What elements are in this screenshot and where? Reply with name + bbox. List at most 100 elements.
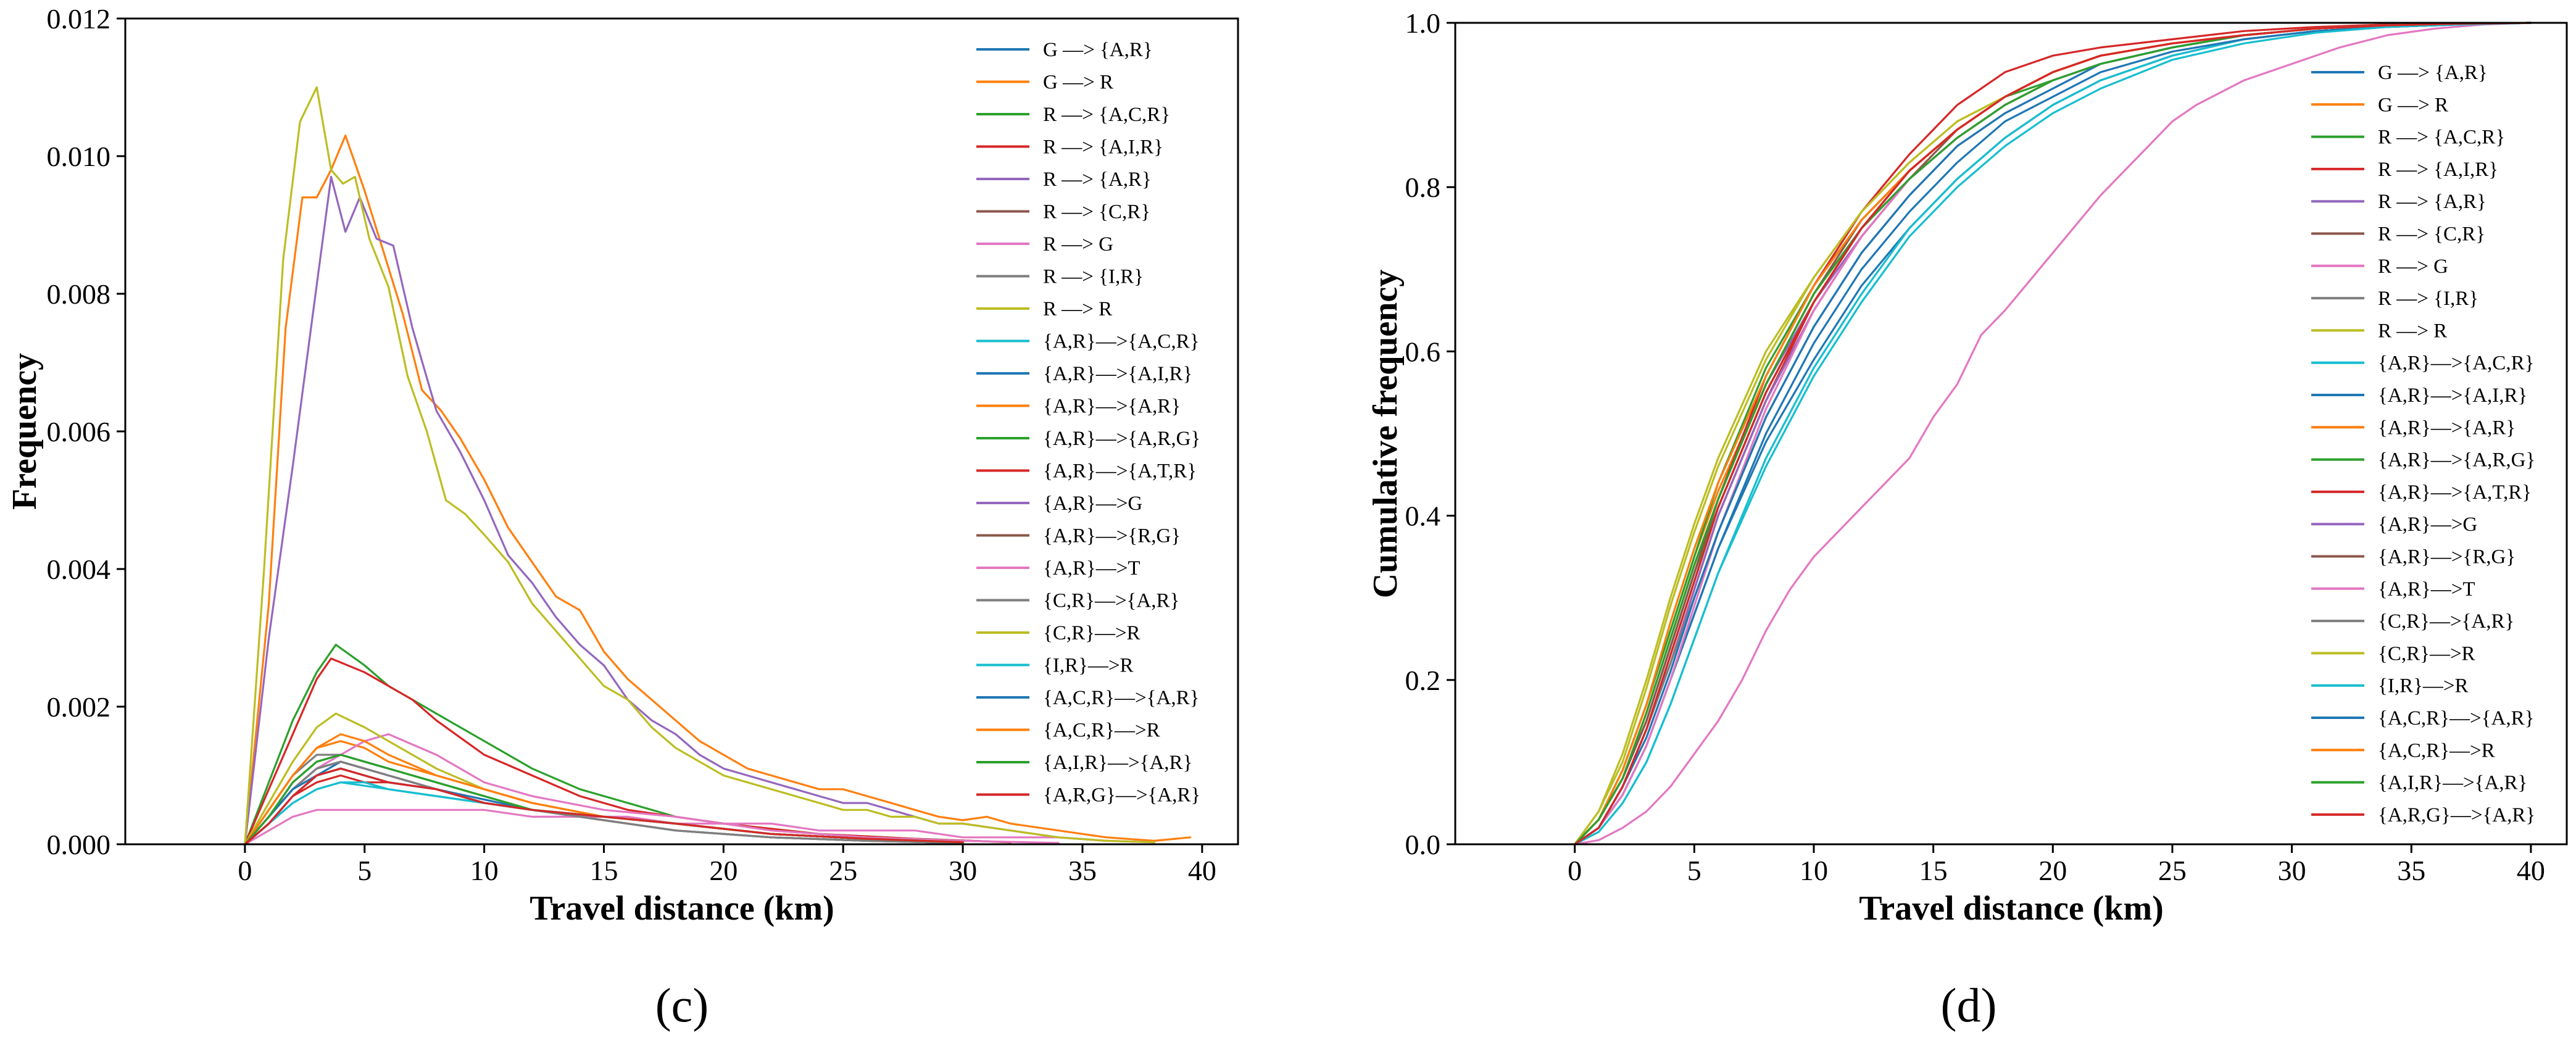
series-line xyxy=(244,733,964,846)
legend-item: {A,R}—>{A,R} xyxy=(976,396,1181,418)
legend-item: {C,R}—>{A,R} xyxy=(2311,610,2514,633)
legend-item: {I,R}—>R xyxy=(2311,675,2469,697)
x-tick-label: 25 xyxy=(829,855,857,886)
x-tick-label: 30 xyxy=(949,855,977,886)
legend-label: {A,R}—>T xyxy=(1043,557,1141,580)
legend-item: R —> G xyxy=(2311,256,2448,278)
legend-item: {A,R}—>{A,R,G} xyxy=(976,428,1200,450)
series-line xyxy=(1574,22,2532,846)
y-tick-label: 0.006 xyxy=(47,416,111,447)
legend-item: {A,R}—>G xyxy=(2311,513,2477,536)
legend-item: {A,C,R}—>{A,R} xyxy=(976,687,1199,709)
legend: G —> {A,R} G —> R R —> {A,C,R} R —> {A,I,R}… xyxy=(976,39,1200,807)
legend-item: {A,R}—>T xyxy=(2311,578,2475,600)
x-tick-label: 20 xyxy=(2038,855,2067,886)
legend-label: R —> {I,R} xyxy=(2378,288,2478,310)
legend-label: {A,R}—>{A,R,G} xyxy=(1043,428,1200,450)
legend-item: {C,R}—>R xyxy=(976,622,1141,644)
legend-item: G —> {A,R} xyxy=(976,39,1153,61)
x-tick-label: 20 xyxy=(709,855,737,886)
legend-item: R —> {A,R} xyxy=(976,168,1152,191)
legend-label: {A,I,R}—>{A,R} xyxy=(2378,772,2527,794)
legend-label: {A,C,R}—>{A,R} xyxy=(1043,687,1199,709)
legend-label: R —> {A,I,R} xyxy=(2378,159,2498,181)
legend-label: {A,R}—>G xyxy=(1043,492,1142,515)
legend-label: {C,R}—>R xyxy=(1043,622,1141,644)
legend-label: G —> R xyxy=(2378,94,2448,116)
y-axis-title: Cumulative frequency xyxy=(1366,270,1405,599)
legend-label: R —> G xyxy=(2378,256,2448,278)
legend-label: {C,R}—>{A,R} xyxy=(1043,590,1179,612)
legend: G —> {A,R} G —> R R —> {A,C,R} R —> {A,I,R}… xyxy=(2311,62,2535,826)
legend-item: {A,I,R}—>{A,R} xyxy=(2311,772,2527,794)
legend-item: R —> {C,R} xyxy=(976,201,1150,223)
legend-item: {A,R}—>{R,G} xyxy=(976,525,1181,547)
legend-label: {I,R}—>R xyxy=(2378,675,2469,697)
legend-label: R —> R xyxy=(2378,320,2447,342)
chart-panel-d: 0 5 10 15 20 25 30 35 40 0.0 0.2 0.4 0.6 0.8 1.0 G —> … xyxy=(1366,7,2568,1032)
y-tick-label: 0.0 xyxy=(1405,829,1441,860)
series-line xyxy=(244,175,1108,846)
x-tick-label: 35 xyxy=(2397,855,2425,886)
legend-label: R —> {A,R} xyxy=(1043,168,1152,191)
series-layer xyxy=(1574,22,2532,846)
legend-item: R —> {A,C,R} xyxy=(2311,127,2505,149)
series-line xyxy=(244,767,964,846)
y-tick-label: 0.4 xyxy=(1405,501,1441,532)
legend-item: {A,I,R}—>{A,R} xyxy=(976,752,1192,774)
legend-item: {A,R}—>{A,C,R} xyxy=(2311,352,2534,375)
legend-label: {A,R}—>G xyxy=(2378,513,2477,536)
legend-item: {I,R}—>R xyxy=(976,655,1134,677)
legend-label: {A,R,G}—>{A,R} xyxy=(1043,784,1200,807)
y-tick-label: 0.004 xyxy=(47,554,111,585)
y-tick-label: 0.008 xyxy=(47,278,111,310)
y-tick-label: 0.010 xyxy=(47,141,111,172)
legend-item: {A,R}—>{A,R,G} xyxy=(2311,449,2535,472)
legend-label: {A,C,R}—>R xyxy=(1043,720,1160,742)
legend-item: R —> R xyxy=(2311,320,2447,342)
x-tick-label: 25 xyxy=(2158,855,2187,886)
legend-item: R —> R xyxy=(976,298,1112,320)
legend-item: R —> {A,I,R} xyxy=(976,136,1163,159)
legend-label: {A,C,R}—>R xyxy=(2378,739,2495,762)
legend-label: R —> {I,R} xyxy=(1043,266,1144,288)
legend-item: {A,R,G}—>{A,R} xyxy=(976,784,1200,807)
ticks-layer: 0 5 10 15 20 25 30 35 40 0.0 0.2 0.4 0.6 0.8 1.0 xyxy=(1405,7,2545,886)
legend-item: R —> {I,R} xyxy=(2311,288,2478,310)
plot-frame xyxy=(1454,22,2568,846)
x-axis-title: Travel distance (km) xyxy=(530,889,834,928)
series-layer xyxy=(244,86,1192,846)
legend-label: R —> R xyxy=(1043,298,1112,320)
legend-label: R —> {A,C,R} xyxy=(1043,104,1170,126)
legend-item: R —> {A,I,R} xyxy=(2311,159,2498,181)
panel-label: (d) xyxy=(1941,978,1997,1032)
legend-label: {A,R}—>{A,R} xyxy=(1043,396,1181,418)
y-tick-label: 0.8 xyxy=(1405,172,1441,203)
ticks-layer: 0 5 10 15 20 25 30 35 40 0.000 0.002 0.004 0.006 0.00… xyxy=(47,3,1216,886)
legend-label: G —> {A,R} xyxy=(1043,39,1153,61)
legend-item: {A,R}—>T xyxy=(976,557,1141,580)
y-axis-title: Frequency xyxy=(6,353,44,510)
legend-label: {A,C,R}—>{A,R} xyxy=(2378,707,2534,729)
legend-label: {A,R}—>{A,R,G} xyxy=(2378,449,2535,472)
x-tick-label: 40 xyxy=(2517,855,2545,886)
legend-label: R —> G xyxy=(1043,233,1113,256)
series-line xyxy=(244,86,1155,846)
y-tick-label: 0.6 xyxy=(1405,336,1441,367)
legend-item: {A,R,G}—>{A,R} xyxy=(2311,804,2535,826)
legend-label: {A,R}—>{A,T,R} xyxy=(2378,481,2532,504)
x-tick-label: 0 xyxy=(238,855,252,886)
legend-item: {A,R}—>{A,I,R} xyxy=(2311,384,2527,407)
legend-item: {A,C,R}—>R xyxy=(976,720,1160,742)
legend-label: G —> R xyxy=(1043,72,1113,94)
legend-label: {I,R}—>R xyxy=(1043,655,1134,677)
legend-label: {A,R}—>{R,G} xyxy=(1043,525,1181,547)
legend-item: {C,R}—>{A,R} xyxy=(976,590,1179,612)
series-line xyxy=(1574,22,2532,846)
legend-item: {A,R}—>{R,G} xyxy=(2311,546,2516,568)
legend-label: {A,R,G}—>{A,R} xyxy=(2378,804,2535,826)
legend-item: G —> R xyxy=(976,72,1113,94)
legend-label: {A,R}—>{A,R} xyxy=(2378,417,2516,439)
legend-item: {A,R}—>{A,R} xyxy=(2311,417,2516,439)
y-tick-label: 0.2 xyxy=(1405,665,1441,696)
